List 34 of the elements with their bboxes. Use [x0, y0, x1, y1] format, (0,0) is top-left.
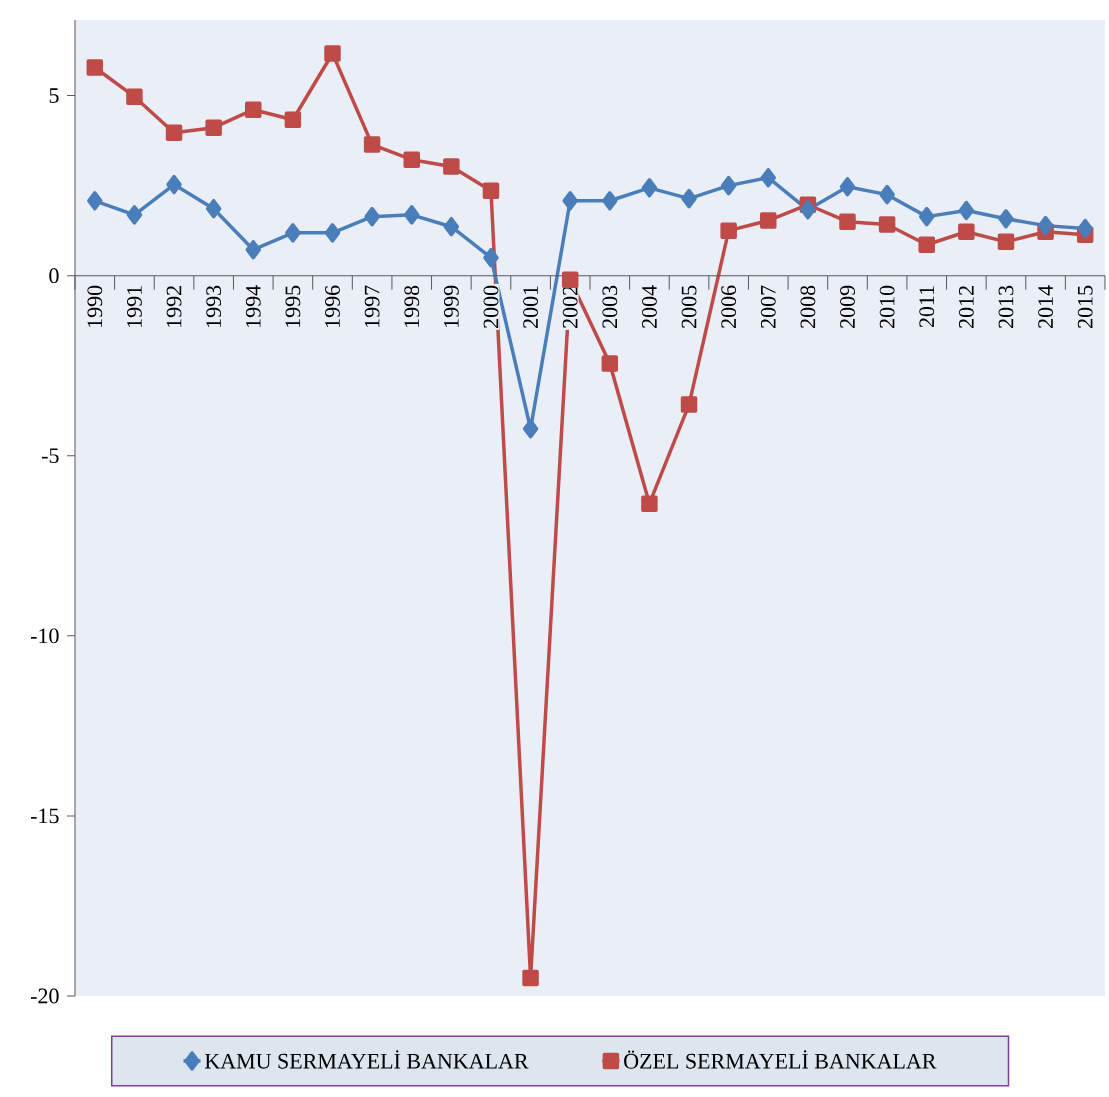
y-tick-label: 0	[49, 268, 59, 284]
x-tick-label: 2011	[919, 286, 935, 328]
y-tick-label: -15	[30, 808, 59, 824]
x-tick-label: 1991	[127, 286, 142, 327]
x-tick-label: 2005	[681, 285, 697, 328]
x-tick-label: 1999	[443, 285, 459, 327]
x-tick-label: 1993	[206, 285, 222, 327]
y-tick-label: -5	[41, 448, 59, 464]
x-tick-label: 2004	[642, 285, 657, 328]
x-tick-label: 1992	[166, 286, 182, 327]
x-tick-label: 2006	[721, 285, 737, 328]
x-tick-label: 2013	[998, 285, 1014, 328]
x-tick-label: 2002	[562, 286, 578, 328]
legend-label: ÖZEL SERMAYELİ BANKALAR	[624, 1050, 937, 1069]
x-tick-label: 2015	[1077, 285, 1093, 328]
legend-label: KAMU SERMAYELİ BANKALAR	[204, 1050, 529, 1069]
x-tick-label: 2014	[1038, 285, 1053, 328]
x-tick-label: 2000	[483, 285, 499, 328]
x-tick-label: 1997	[364, 285, 380, 327]
x-tick-label: 2003	[602, 285, 618, 328]
y-tick-label: 5	[49, 88, 59, 103]
x-tick-label: 1990	[87, 285, 103, 327]
x-tick-label: 1998	[404, 285, 420, 327]
y-tick-label: -10	[30, 628, 59, 644]
x-tick-label: 2008	[800, 285, 816, 328]
x-tick-label: 2007	[760, 285, 776, 328]
x-tick-label: 2001	[523, 286, 538, 328]
x-tick-label: 1994	[245, 285, 261, 327]
x-tick-label: 2012	[958, 286, 974, 328]
x-tick-label: 1996	[325, 285, 340, 327]
x-tick-label: 1995	[285, 285, 301, 327]
y-tick-label: -20	[30, 988, 59, 1004]
x-tick-label: 2010	[879, 285, 895, 328]
x-tick-label: 2009	[840, 285, 855, 328]
